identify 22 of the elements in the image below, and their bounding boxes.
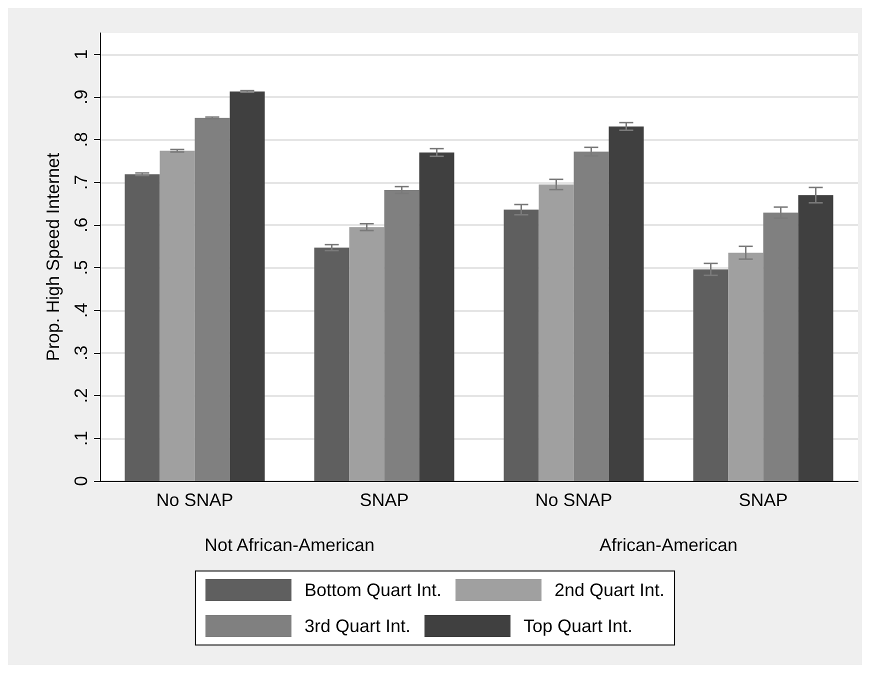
x-tick-label: SNAP (738, 490, 788, 510)
legend-label: 3rd Quart Int. (304, 616, 410, 636)
y-tick-label: .9 (71, 89, 91, 105)
y-tick-label: 0 (71, 476, 91, 486)
x-tick-label: No SNAP (535, 490, 612, 510)
x-tick-label: SNAP (360, 490, 409, 510)
legend-label: Bottom Quart Int. (304, 580, 442, 600)
legend-label: 2nd Quart Int. (554, 580, 665, 600)
legend-label: Top Quart Int. (523, 616, 633, 636)
y-tick-label: .8 (71, 132, 91, 148)
x-tick-label: No SNAP (156, 490, 234, 510)
y-axis-title: Prop. High Speed Internet (43, 152, 63, 362)
text: African-American (599, 535, 738, 555)
y-tick-label: .7 (71, 174, 91, 190)
y-tick-label: .6 (71, 217, 91, 233)
y-tick-label: .4 (71, 302, 91, 318)
y-tick-label: .2 (71, 388, 91, 404)
y-tick-label: 1 (71, 49, 91, 60)
text: Not African-American (204, 535, 375, 555)
y-tick-label: .5 (71, 260, 91, 276)
y-tick-label: .1 (71, 430, 91, 446)
y-tick-label: .3 (71, 345, 91, 361)
